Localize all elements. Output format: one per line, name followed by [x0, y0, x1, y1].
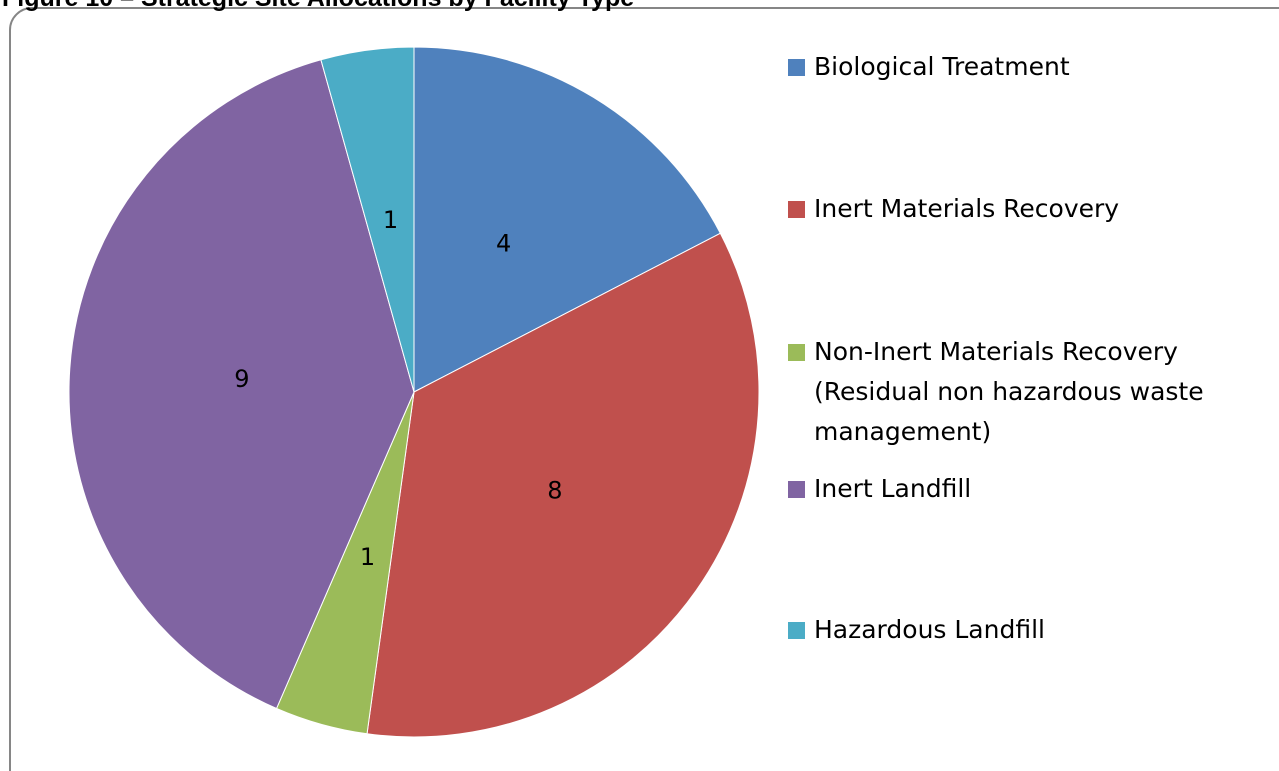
pie-slice — [413, 46, 721, 393]
legend-label: Inert Landfill — [814, 474, 972, 503]
legend-label: Non-Inert Materials Recovery (Residual n… — [814, 337, 1204, 446]
legend-entry: Hazardous Landfill — [788, 610, 1258, 650]
legend-label: Biological Treatment — [814, 52, 1070, 81]
data-label: 1 — [383, 206, 398, 234]
chart-title: Figure 10 – Strategic Site Allocations b… — [2, 0, 634, 13]
data-label: 1 — [360, 543, 375, 571]
legend-swatch — [788, 481, 805, 498]
legend-swatch — [788, 201, 805, 218]
data-label: 4 — [496, 230, 511, 258]
legend-swatch — [788, 344, 805, 361]
legend-label: Inert Materials Recovery — [814, 194, 1120, 223]
pie-slice — [366, 232, 760, 738]
pie-slice — [320, 46, 415, 393]
legend-entry: Inert Landfill — [788, 469, 1258, 509]
legend-label: Hazardous Landfill — [814, 615, 1045, 644]
legend-swatch — [788, 59, 805, 76]
legend-entry: Biological Treatment — [788, 47, 1258, 87]
pie-slice — [68, 59, 415, 710]
data-label: 9 — [234, 365, 249, 393]
data-label: 8 — [547, 476, 562, 504]
legend-entry: Non-Inert Materials Recovery (Residual n… — [788, 332, 1258, 452]
legend-entry: Inert Materials Recovery — [788, 189, 1258, 229]
legend-swatch — [788, 622, 805, 639]
